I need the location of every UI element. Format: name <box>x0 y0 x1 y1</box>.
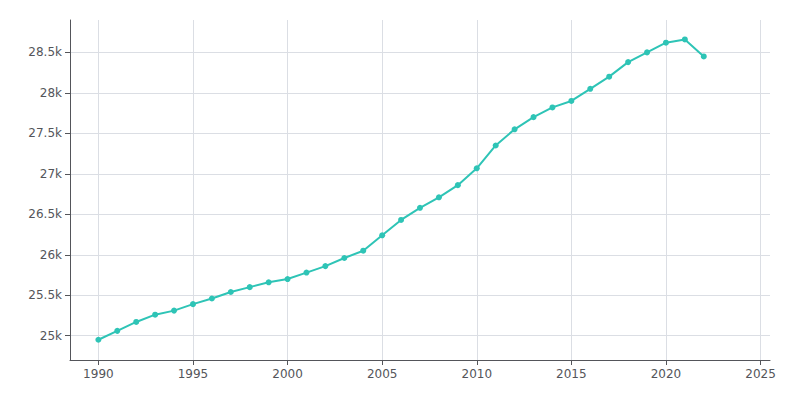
svg-text:1995: 1995 <box>178 367 209 381</box>
svg-text:28k: 28k <box>40 86 62 100</box>
svg-text:2010: 2010 <box>461 367 492 381</box>
svg-text:26.5k: 26.5k <box>28 207 62 221</box>
svg-text:27k: 27k <box>40 167 62 181</box>
svg-text:26k: 26k <box>40 248 62 262</box>
svg-text:28.5k: 28.5k <box>28 45 62 59</box>
svg-text:1990: 1990 <box>83 367 114 381</box>
svg-text:2000: 2000 <box>272 367 303 381</box>
svg-text:2015: 2015 <box>556 367 587 381</box>
svg-text:25k: 25k <box>40 329 62 343</box>
svg-text:2025: 2025 <box>745 367 776 381</box>
svg-text:2005: 2005 <box>367 367 398 381</box>
svg-text:2020: 2020 <box>651 367 682 381</box>
svg-text:25.5k: 25.5k <box>28 288 62 302</box>
svg-text:27.5k: 27.5k <box>28 126 62 140</box>
